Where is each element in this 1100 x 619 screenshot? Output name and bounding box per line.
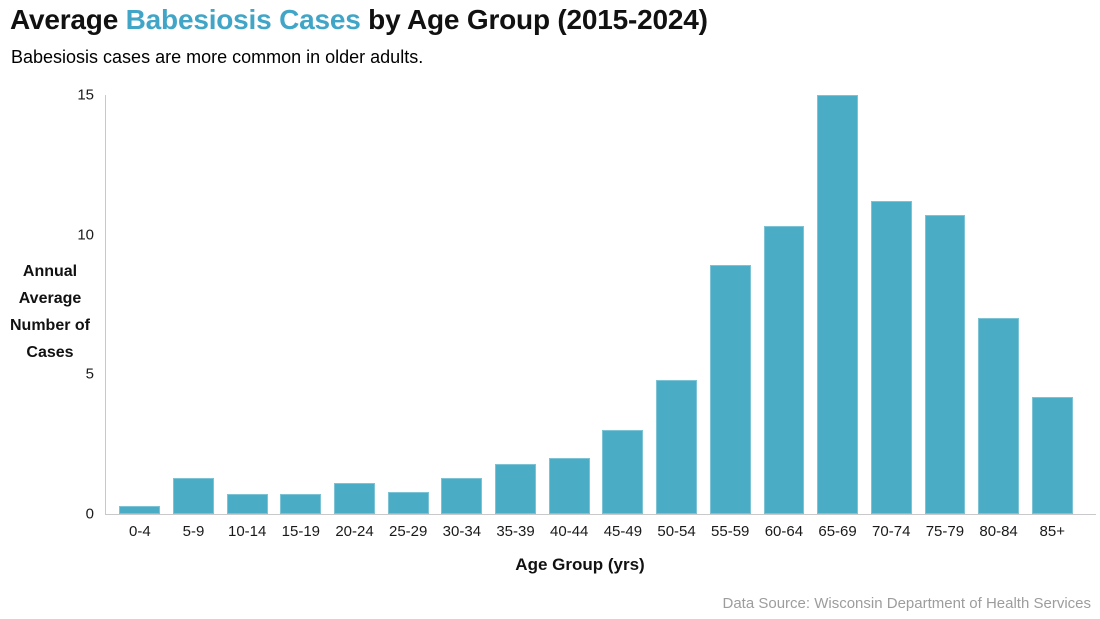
y-axis-title-line: Cases <box>26 344 74 361</box>
x-axis-tick-label: 75-79 <box>925 523 965 540</box>
bar-column: 0-4 <box>113 95 167 540</box>
y-axis-tick-label: 5 <box>85 365 94 383</box>
bar <box>495 463 536 514</box>
x-axis-tick-label: 5-9 <box>182 523 205 540</box>
bar-column: 20-24 <box>328 95 382 540</box>
bar <box>334 483 375 514</box>
bar-column: 75-79 <box>918 95 972 540</box>
chart-title-prefix: Average <box>10 4 126 35</box>
bar <box>226 494 268 514</box>
y-axis-title-line: Number of <box>10 317 90 334</box>
plot-area: 0 5 10 15 0-4 5-9 10-14 15-19 20-24 25-29 30-34 35… <box>77 88 1096 540</box>
bar-column: 85+ <box>1025 95 1079 540</box>
x-axis-tick-label: 0-4 <box>128 523 151 540</box>
y-axis-title-line: Annual <box>22 263 78 280</box>
chart-title-suffix: by Age Group (2015-2024) <box>360 4 708 35</box>
chart-title: Average Babesiosis Cases by Age Group (2… <box>10 4 708 36</box>
bar <box>1031 396 1073 514</box>
data-source-note: Data Source: Wisconsin Department of Hea… <box>722 595 1092 612</box>
bar <box>763 226 805 514</box>
x-axis-tick-label: 10-14 <box>227 523 267 540</box>
bar-column: 60-64 <box>757 95 811 540</box>
x-axis-tick-label: 45-49 <box>603 523 643 540</box>
bar <box>602 430 644 514</box>
y-axis-tick-label: 10 <box>77 226 94 244</box>
bar <box>119 505 161 514</box>
bar <box>924 215 966 514</box>
x-axis-tick-label: 80-84 <box>979 523 1018 540</box>
x-axis-tick-label: 25-29 <box>389 523 428 540</box>
bar-column: 15-19 <box>274 95 328 540</box>
x-axis-tick-label: 55-59 <box>711 523 750 540</box>
chart-title-accent: Babesiosis Cases <box>125 4 361 35</box>
bar <box>280 494 322 514</box>
y-axis-title: Annual Average Number of Cases <box>0 258 100 366</box>
bar-column: 80-84 <box>972 95 1026 540</box>
bar-column: 10-14 <box>220 95 274 540</box>
x-axis-tick-label: 30-34 <box>442 523 482 540</box>
bar-column: 40-44 <box>542 95 596 540</box>
bar-column: 55-59 <box>703 95 757 540</box>
x-axis-tick-label: 85+ <box>1039 523 1065 540</box>
bar-column: 45-49 <box>596 95 650 540</box>
bar <box>173 477 214 514</box>
bar <box>709 265 751 514</box>
y-axis-tick-label: 0 <box>85 505 94 523</box>
chart-subtitle: Babesiosis cases are more common in olde… <box>11 47 424 67</box>
x-axis-tick-label: 60-64 <box>764 523 804 540</box>
bar <box>656 379 697 514</box>
x-axis-tick-label: 15-19 <box>281 523 321 540</box>
bar <box>817 95 858 514</box>
bar-column: 25-29 <box>381 95 435 540</box>
bar-column: 50-54 <box>650 95 704 540</box>
bar <box>548 458 590 514</box>
x-axis-tick-label: 50-54 <box>657 523 696 540</box>
x-axis-tick-label: 35-39 <box>496 523 535 540</box>
y-axis-title-line: Average <box>18 290 82 307</box>
bar-column: 30-34 <box>435 95 489 540</box>
bar-column: 65-69 <box>811 95 865 540</box>
y-axis-tick-label: 15 <box>77 86 94 104</box>
x-axis-tick-label: 70-74 <box>872 523 911 540</box>
x-axis-title: Age Group (yrs) <box>515 555 645 574</box>
bar <box>978 318 1019 514</box>
bar <box>441 477 483 514</box>
bars-container: 0-4 5-9 10-14 15-19 20-24 25-29 30-34 35-39 40-4… <box>106 95 1096 540</box>
x-axis-tick-label: 65-69 <box>818 523 857 540</box>
bar-column: 35-39 <box>489 95 543 540</box>
bar-column: 5-9 <box>167 95 221 540</box>
x-axis-tick-label: 40-44 <box>550 523 589 540</box>
bar <box>870 201 912 514</box>
bar-column: 70-74 <box>864 95 918 540</box>
bar <box>387 491 429 514</box>
x-axis-tick-label: 20-24 <box>335 523 374 540</box>
